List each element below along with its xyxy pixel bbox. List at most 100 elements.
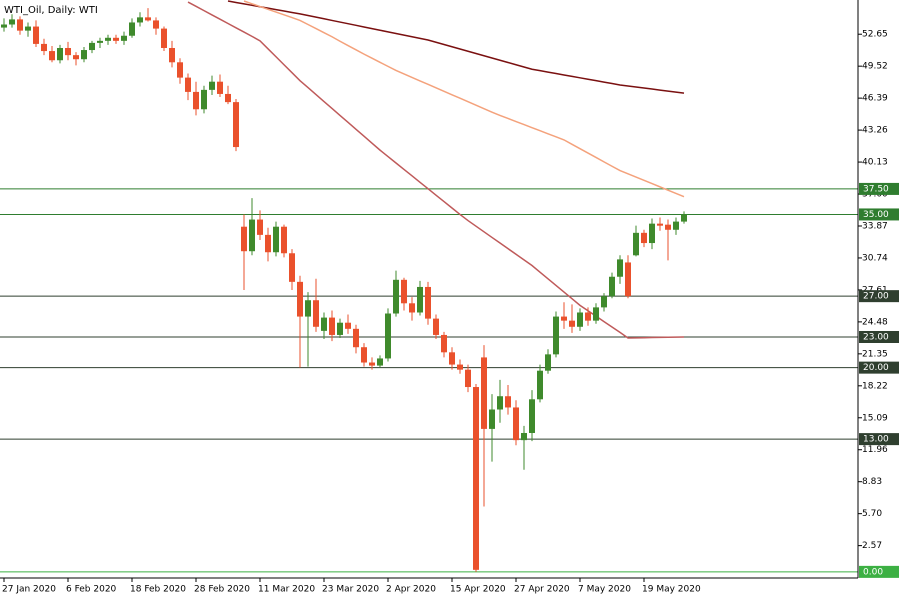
- level-label: 13.00: [863, 435, 889, 445]
- candle-body: [681, 214, 687, 222]
- y-tick-label: 40.13: [862, 158, 888, 168]
- candle-body: [449, 352, 455, 365]
- candle-body: [521, 432, 527, 441]
- candle-body: [593, 307, 599, 321]
- candle-body: [417, 286, 423, 313]
- candle-body: [465, 369, 471, 388]
- y-tick-label: 8.83: [862, 477, 882, 487]
- candle-body: [665, 224, 671, 230]
- y-tick-label: 15.09: [862, 413, 888, 423]
- candle-body: [457, 364, 463, 370]
- candle-body: [585, 312, 591, 321]
- x-tick-label: 19 May 2020: [642, 585, 701, 595]
- y-tick-label: 5.70: [862, 509, 882, 519]
- y-tick-label: 24.48: [862, 317, 888, 327]
- candle-body: [233, 102, 239, 148]
- candle-body: [537, 370, 543, 400]
- candle-body: [273, 226, 279, 253]
- candle-body: [433, 318, 439, 335]
- candle-body: [17, 19, 23, 31]
- candle-body: [321, 317, 327, 331]
- candle-body: [329, 317, 335, 335]
- y-tick-label: 52.65: [862, 30, 888, 40]
- candle-body: [201, 89, 207, 110]
- candle-body: [65, 47, 71, 56]
- candle-body: [9, 19, 15, 25]
- candle-body: [513, 407, 519, 441]
- level-label-box: [859, 208, 899, 221]
- x-tick-label: 28 Feb 2020: [194, 585, 250, 595]
- candle-body: [633, 232, 639, 256]
- candle-body: [73, 55, 79, 60]
- candle-body: [161, 28, 167, 48]
- candle-body: [257, 219, 263, 235]
- level-label: 35.00: [863, 210, 889, 220]
- candle-body: [1, 24, 7, 28]
- x-tick-label: 6 Feb 2020: [66, 585, 117, 595]
- candle-body: [641, 232, 647, 244]
- candle-body: [305, 300, 311, 317]
- candle-body: [497, 396, 503, 410]
- candle-body: [297, 281, 303, 317]
- y-tick-label: 33.87: [862, 221, 888, 231]
- candle-body: [41, 43, 47, 52]
- plot-area: [0, 0, 858, 573]
- level-label-box: [859, 433, 899, 446]
- candle-body: [129, 22, 135, 36]
- candle-body: [529, 399, 535, 433]
- candle-body: [489, 409, 495, 429]
- candle-body: [361, 347, 367, 363]
- moving-average-line: [227, 0, 685, 94]
- candle-body: [81, 50, 87, 60]
- candle-body: [57, 47, 63, 61]
- x-tick-label: 27 Jan 2020: [2, 585, 56, 595]
- candle-body: [121, 35, 127, 41]
- candle-body: [345, 322, 351, 329]
- candle-body: [153, 20, 159, 29]
- y-tick-label: 11.96: [862, 445, 888, 455]
- candle-body: [673, 221, 679, 230]
- candle-body: [569, 320, 575, 327]
- candle-body: [241, 226, 247, 252]
- level-label-box: [859, 330, 899, 343]
- candle-body: [313, 300, 319, 327]
- candle-body: [281, 226, 287, 254]
- candle-body: [225, 93, 231, 103]
- x-tick-label: 15 Apr 2020: [450, 585, 506, 595]
- candle-body: [377, 358, 383, 366]
- moving-average-line: [243, 0, 685, 198]
- candle-body: [217, 81, 223, 94]
- candle-body: [409, 303, 415, 313]
- candle-body: [441, 334, 447, 353]
- candle-body: [169, 47, 175, 63]
- candle-body: [401, 279, 407, 304]
- y-tick-label: 46.39: [862, 94, 888, 104]
- candle-body: [609, 276, 615, 297]
- x-tick-label: 23 Mar 2020: [322, 585, 379, 595]
- candle-body: [209, 81, 215, 90]
- x-tick-label: 18 Feb 2020: [130, 585, 186, 595]
- candle-body: [89, 42, 95, 51]
- candle-body: [625, 262, 631, 297]
- x-tick-label: 7 May 2020: [578, 585, 631, 595]
- candle-body: [481, 357, 487, 429]
- candle-body: [177, 62, 183, 78]
- y-tick-label: 30.74: [862, 253, 888, 263]
- level-label: 37.50: [863, 184, 889, 194]
- candle-body: [577, 312, 583, 327]
- candle-body: [561, 316, 567, 321]
- candle-body: [553, 316, 559, 355]
- candle-body: [657, 223, 663, 226]
- candle-body: [265, 234, 271, 253]
- y-tick-label: 21.35: [862, 349, 888, 359]
- level-label: 23.00: [863, 332, 889, 342]
- x-tick-label: 11 Mar 2020: [258, 585, 315, 595]
- axes: 52.6549.5246.3943.2640.1337.0033.8730.74…: [2, 30, 899, 595]
- candle-body: [393, 279, 399, 314]
- candle-body: [369, 362, 375, 366]
- level-label-box: [859, 182, 899, 195]
- moving-average-line: [187, 1, 685, 339]
- y-tick-label: 49.52: [862, 62, 888, 72]
- candle-body: [617, 259, 623, 277]
